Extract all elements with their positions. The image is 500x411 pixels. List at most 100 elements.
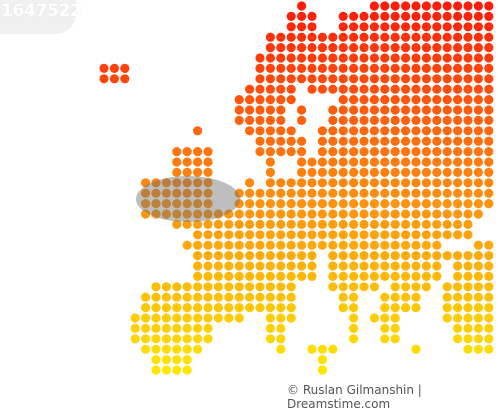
map-dot	[421, 1, 431, 11]
map-dot	[349, 282, 359, 292]
map-dot	[172, 157, 182, 167]
map-dot	[359, 188, 369, 198]
map-dot	[369, 11, 379, 21]
map-dot	[411, 22, 421, 32]
map-dot	[473, 136, 483, 146]
map-dot	[359, 147, 369, 157]
map-dot	[432, 240, 442, 250]
map-dot	[297, 1, 307, 11]
map-dot	[432, 53, 442, 63]
map-dot	[286, 188, 296, 198]
map-dot	[265, 43, 275, 53]
map-dot	[380, 22, 390, 32]
map-dot	[473, 63, 483, 73]
map-dot	[463, 147, 473, 157]
map-dot	[286, 303, 296, 313]
map-dot	[463, 230, 473, 240]
map-dot	[453, 115, 463, 125]
map-dot	[453, 282, 463, 292]
map-dot	[172, 355, 182, 365]
map-dot	[151, 282, 161, 292]
map-dot	[265, 240, 275, 250]
map-dot	[265, 95, 275, 105]
map-dot	[213, 251, 223, 261]
map-dot	[453, 53, 463, 63]
map-dot	[286, 32, 296, 42]
map-dot	[463, 344, 473, 354]
map-dot	[484, 105, 494, 115]
map-dot	[473, 22, 483, 32]
map-dot	[442, 251, 452, 261]
map-dot	[421, 84, 431, 94]
map-dot	[182, 282, 192, 292]
map-dot	[380, 199, 390, 209]
map-dot	[276, 147, 286, 157]
map-dot	[349, 126, 359, 136]
map-dot	[338, 178, 348, 188]
map-dot	[234, 261, 244, 271]
map-dot	[255, 219, 265, 229]
map-dot	[109, 74, 119, 84]
map-dot	[297, 188, 307, 198]
map-dot	[255, 63, 265, 73]
map-dot	[390, 43, 400, 53]
map-dot	[224, 261, 234, 271]
map-dot	[380, 11, 390, 21]
map-dot	[453, 167, 463, 177]
map-dot	[484, 11, 494, 21]
map-dot	[265, 157, 275, 167]
map-dot	[390, 230, 400, 240]
map-dot	[328, 74, 338, 84]
map-dot	[276, 344, 286, 354]
map-dot	[463, 323, 473, 333]
map-dot	[234, 303, 244, 313]
map-dot	[349, 271, 359, 281]
map-dot	[276, 43, 286, 53]
map-dot	[390, 219, 400, 229]
map-dot	[453, 303, 463, 313]
map-dot	[265, 261, 275, 271]
map-dot	[484, 271, 494, 281]
map-dot	[473, 105, 483, 115]
map-dot	[161, 282, 171, 292]
map-dot	[161, 209, 171, 219]
map-dot	[307, 230, 317, 240]
map-dot	[473, 199, 483, 209]
map-dot	[442, 167, 452, 177]
map-dot	[442, 95, 452, 105]
map-dot	[286, 251, 296, 261]
map-dot	[369, 1, 379, 11]
map-dot	[463, 1, 473, 11]
map-dot	[265, 271, 275, 281]
map-dot	[442, 147, 452, 157]
map-dot	[453, 43, 463, 53]
map-dot	[442, 22, 452, 32]
map-dot	[99, 74, 109, 84]
map-dot	[328, 84, 338, 94]
map-dot	[369, 136, 379, 146]
map-dot	[473, 178, 483, 188]
map-dot	[328, 219, 338, 229]
map-dot	[265, 53, 275, 63]
map-dot	[276, 323, 286, 333]
map-dot	[411, 303, 421, 313]
map-dot	[161, 199, 171, 209]
map-dot	[276, 136, 286, 146]
map-dot	[380, 292, 390, 302]
map-dot	[213, 313, 223, 323]
map-dot	[473, 11, 483, 21]
map-dot	[463, 251, 473, 261]
map-dot	[453, 323, 463, 333]
map-dot	[369, 22, 379, 32]
map-dot	[172, 209, 182, 219]
map-dot	[338, 282, 348, 292]
map-dot	[401, 147, 411, 157]
map-dot	[141, 344, 151, 354]
map-dot	[265, 313, 275, 323]
map-dot	[369, 32, 379, 42]
map-dot	[297, 209, 307, 219]
map-dot	[255, 115, 265, 125]
map-dot	[432, 105, 442, 115]
map-dot	[401, 271, 411, 281]
map-dot	[317, 199, 327, 209]
